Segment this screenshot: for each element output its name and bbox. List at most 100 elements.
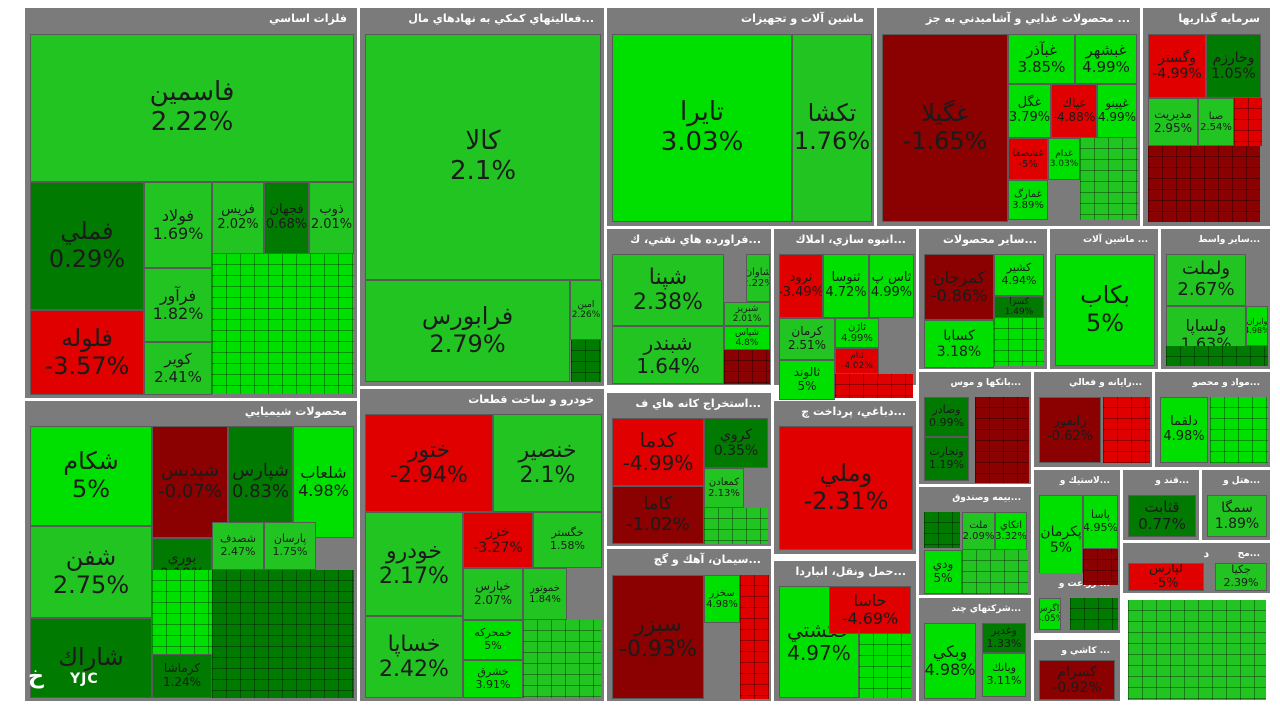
stock-tile[interactable]: تايرا 3.03% (612, 34, 792, 222)
stock-name: غگل (1017, 95, 1042, 111)
stock-tile[interactable]: وخارزم 1.05% (1206, 34, 1261, 98)
stock-tile[interactable]: غپاك -4.88% (1051, 84, 1097, 138)
stock-tile[interactable]: كدما -4.99% (612, 418, 704, 486)
stock-tile[interactable]: صبا 2.54% (1198, 98, 1234, 146)
stock-tile[interactable]: شكام 5% (30, 426, 152, 526)
stock-tile[interactable]: شپارس 0.83% (228, 426, 293, 538)
stock-tile[interactable]: كسرام -0.92% (1039, 660, 1115, 700)
stock-tile[interactable]: تكشا 1.76% (792, 34, 872, 222)
stock-tile[interactable]: شاراك (30, 618, 152, 698)
stock-tile[interactable]: غبآذر 3.85% (1008, 34, 1075, 84)
stock-tile[interactable]: فملي 0.29% (30, 182, 144, 310)
stock-tile[interactable]: كشير 4.94% (994, 254, 1044, 296)
stock-tile[interactable]: ختور -2.94% (365, 414, 493, 512)
stock-tile[interactable]: ثالوند 5% (779, 360, 835, 400)
stock-tile[interactable]: زاگرس4.05% (1039, 598, 1061, 630)
stock-tile[interactable]: مديريت 2.95% (1148, 98, 1198, 146)
stock-tile[interactable]: دلقما 4.98% (1160, 397, 1208, 463)
stock-tile[interactable]: خودرو 2.17% (365, 512, 463, 616)
stock-tile[interactable]: شپديس -0.07% (152, 426, 228, 538)
stock-tile[interactable]: خمحركه 5% (463, 620, 523, 660)
stock-tile[interactable]: شصدف 2.47% (212, 522, 264, 570)
stock-tile[interactable]: وگستر -4.99% (1148, 34, 1206, 98)
stock-tile[interactable]: وغدير 1.33% (982, 623, 1026, 653)
stock-tile[interactable]: غدام 3.03% (1048, 138, 1080, 180)
stock-tile[interactable]: ثاژن 4.99% (835, 318, 879, 348)
stock-tile[interactable]: فجهان 0.68% (264, 182, 309, 254)
stock-tile[interactable]: وملي -2.31% (779, 426, 913, 550)
stock-tile[interactable]: وتجارت 1.19% (924, 437, 969, 481)
stock-tile[interactable]: سخزر 4.98% (704, 575, 740, 623)
stock-tile[interactable]: خگستر 1.58% (533, 512, 602, 568)
stock-tile[interactable]: خساپا 2.42% (365, 616, 463, 698)
stock-tile[interactable]: امين 2.26% (570, 280, 602, 340)
stock-name: اتكاي (1000, 519, 1022, 531)
stock-tile[interactable]: خپارس 2.07% (463, 568, 523, 620)
stock-tile[interactable]: ملت 2.09% (962, 512, 995, 550)
stock-tile[interactable]: فاسمين 2.22% (30, 34, 354, 182)
stock-tile[interactable]: كرماشا 1.24% (152, 654, 212, 698)
stock-name: ودي (932, 557, 954, 572)
stock-tile[interactable]: سبزر -0.93% (612, 575, 704, 699)
stock-tile[interactable]: شپنا 2.38% (612, 254, 724, 326)
stock-tile[interactable]: سمگا 1.89% (1207, 495, 1267, 537)
small-tiles-cluster (1103, 397, 1150, 463)
stock-tile[interactable]: ثنوسا 4.72% (823, 254, 869, 318)
stock-tile[interactable]: فرابورس 2.79% (365, 280, 570, 382)
stock-tile[interactable]: كمعادن 2.13% (704, 468, 744, 508)
stock-tile[interactable]: ودي 5% (924, 550, 962, 594)
stock-tile[interactable]: شپاس 4.8% (724, 326, 770, 350)
stock-change: -3.49% (779, 285, 823, 300)
stock-tile[interactable]: حاسا -4.69% (829, 586, 911, 634)
stock-tile[interactable]: غگيلا -1.65% (882, 34, 1008, 222)
stock-tile[interactable]: كمرجان -0.86% (924, 254, 994, 320)
stock-tile[interactable]: كالا 2.1% (365, 34, 601, 280)
stock-tile[interactable]: قثابت 0.77% (1128, 495, 1196, 537)
stock-tile[interactable]: شاوان2.22% (746, 254, 770, 302)
stock-tile[interactable]: شبريز 2.01% (724, 302, 770, 326)
stock-tile[interactable]: ثنام -4.02% (835, 348, 879, 374)
stock-tile[interactable]: خموتور 1.84% (523, 568, 567, 620)
stock-tile[interactable]: وبانك 3.11% (982, 653, 1026, 697)
stock-tile[interactable]: فلوله -3.57% (30, 310, 144, 395)
stock-tile[interactable]: كرمان 2.51% (779, 318, 835, 360)
stock-tile[interactable]: خنصير 2.1% (493, 414, 602, 512)
stock-tile[interactable]: شفن 2.75% (30, 526, 152, 618)
stock-tile[interactable]: غمارگ 3.89% (1008, 180, 1048, 220)
stock-tile[interactable]: كسابا 3.18% (924, 320, 994, 368)
stock-tile[interactable]: كسرا 1.49% (994, 296, 1044, 318)
stock-tile[interactable]: بكاب 5% (1055, 254, 1155, 366)
stock-tile[interactable]: پارسان 1.75% (264, 522, 316, 570)
stock-tile[interactable]: خشرق 3.91% (463, 660, 523, 698)
stock-tile[interactable]: غبشهر 4.99% (1075, 34, 1137, 84)
stock-tile[interactable]: وصادر 0.99% (924, 397, 969, 437)
stock-tile[interactable]: خزر -3.27% (463, 512, 533, 568)
stock-tile[interactable]: پاسا 4.95% (1083, 495, 1118, 549)
stock-tile[interactable]: پكرمان 5% (1039, 495, 1083, 585)
small-tiles-cluster (859, 634, 911, 698)
stock-tile[interactable]: غشصفا -5% (1008, 138, 1048, 180)
stock-tile[interactable]: ذوب 2.01% (309, 182, 354, 254)
stock-tile[interactable]: فرآور 1.82% (144, 268, 212, 342)
stock-tile[interactable]: جكيا 2.39% (1215, 563, 1267, 591)
stock-tile[interactable]: ثرود -3.49% (779, 254, 823, 318)
stock-tile[interactable]: فولاد 1.69% (144, 182, 212, 268)
sector-title: ... ماشين آلات (1083, 235, 1148, 245)
stock-tile[interactable]: شلعاب 4.98% (293, 426, 354, 538)
stock-tile[interactable]: ولملت 2.67% (1166, 254, 1246, 306)
stock-tile[interactable]: وبكي 4.98% (924, 623, 976, 699)
stock-tile[interactable]: ثاس پ 4.99% (869, 254, 914, 318)
stock-tile[interactable]: غگل 3.79% (1008, 84, 1051, 138)
stock-tile[interactable]: كوير 2.41% (144, 342, 212, 395)
sector-title: ...سيمان، آهك و گچ (653, 553, 761, 566)
stock-tile[interactable]: كاما -1.02% (612, 486, 704, 544)
stock-tile[interactable]: فريس 2.02% (212, 182, 264, 254)
stock-tile[interactable]: رانفور -0.62% (1039, 397, 1101, 463)
stock-tile[interactable]: كروي 0.35% (704, 418, 768, 468)
stock-tile[interactable]: وايران4.98% (1246, 306, 1268, 346)
stock-tile[interactable]: غپينو 4.99% (1097, 84, 1137, 138)
stock-change: 2.1% (519, 463, 576, 488)
stock-tile[interactable]: لپارس -5% (1128, 563, 1204, 591)
stock-tile[interactable]: اتكاي 3.32% (995, 512, 1027, 550)
stock-tile[interactable]: شبندر 1.64% (612, 326, 724, 384)
